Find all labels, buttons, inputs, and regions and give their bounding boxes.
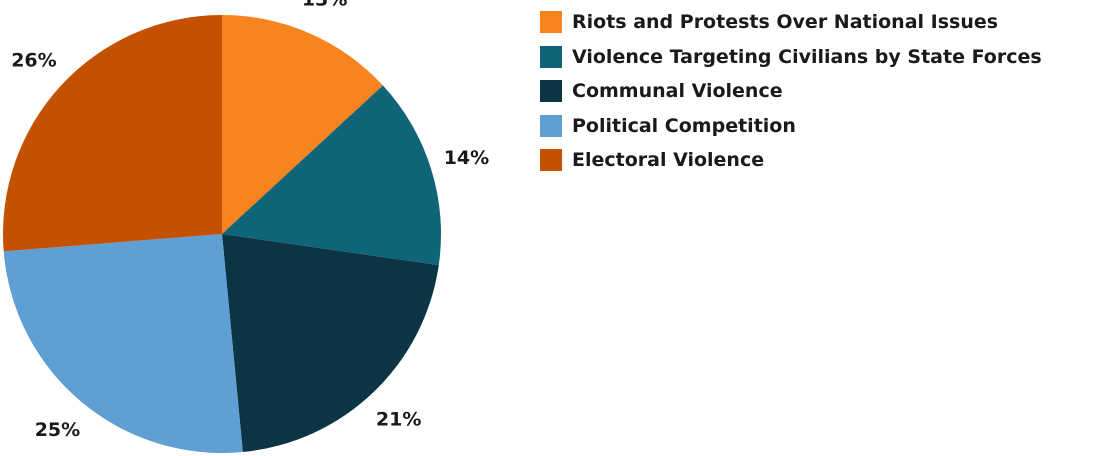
legend-label: Riots and Protests Over National Issues [572, 11, 999, 34]
slice-value-label: 26% [11, 49, 56, 71]
pie-slice [2, 15, 222, 252]
legend-swatch [540, 149, 562, 172]
legend-swatch [540, 11, 562, 34]
legend-swatch [540, 80, 562, 103]
chart-legend: Riots and Protests Over National Issues V… [540, 5, 1042, 178]
pie-slice [3, 234, 243, 454]
legend-swatch [540, 45, 562, 68]
legend-swatch [540, 114, 562, 137]
slice-value-label: 21% [376, 408, 421, 430]
legend-item: Riots and Protests Over National Issues [540, 5, 1042, 40]
legend-label: Electoral Violence [572, 149, 765, 172]
legend-label: Violence Targeting Civilians by State Fo… [572, 45, 1042, 68]
legend-item: Violence Targeting Civilians by State Fo… [540, 40, 1042, 75]
legend-label: Communal Violence [572, 80, 783, 103]
legend-item: Electoral Violence [540, 143, 1042, 178]
pie-value-labels: 13% 14% 21% 25% 26% [11, 0, 489, 441]
pie-slices [2, 15, 441, 454]
legend-item: Political Competition [540, 109, 1042, 144]
slice-value-label: 14% [444, 147, 489, 169]
slice-value-label: 13% [302, 0, 347, 10]
pie-slice [222, 15, 383, 234]
slice-value-label: 25% [35, 419, 80, 441]
legend-label: Political Competition [572, 114, 796, 137]
pie-slice [222, 85, 441, 266]
legend-item: Communal Violence [540, 74, 1042, 109]
pie-slice [222, 234, 439, 453]
